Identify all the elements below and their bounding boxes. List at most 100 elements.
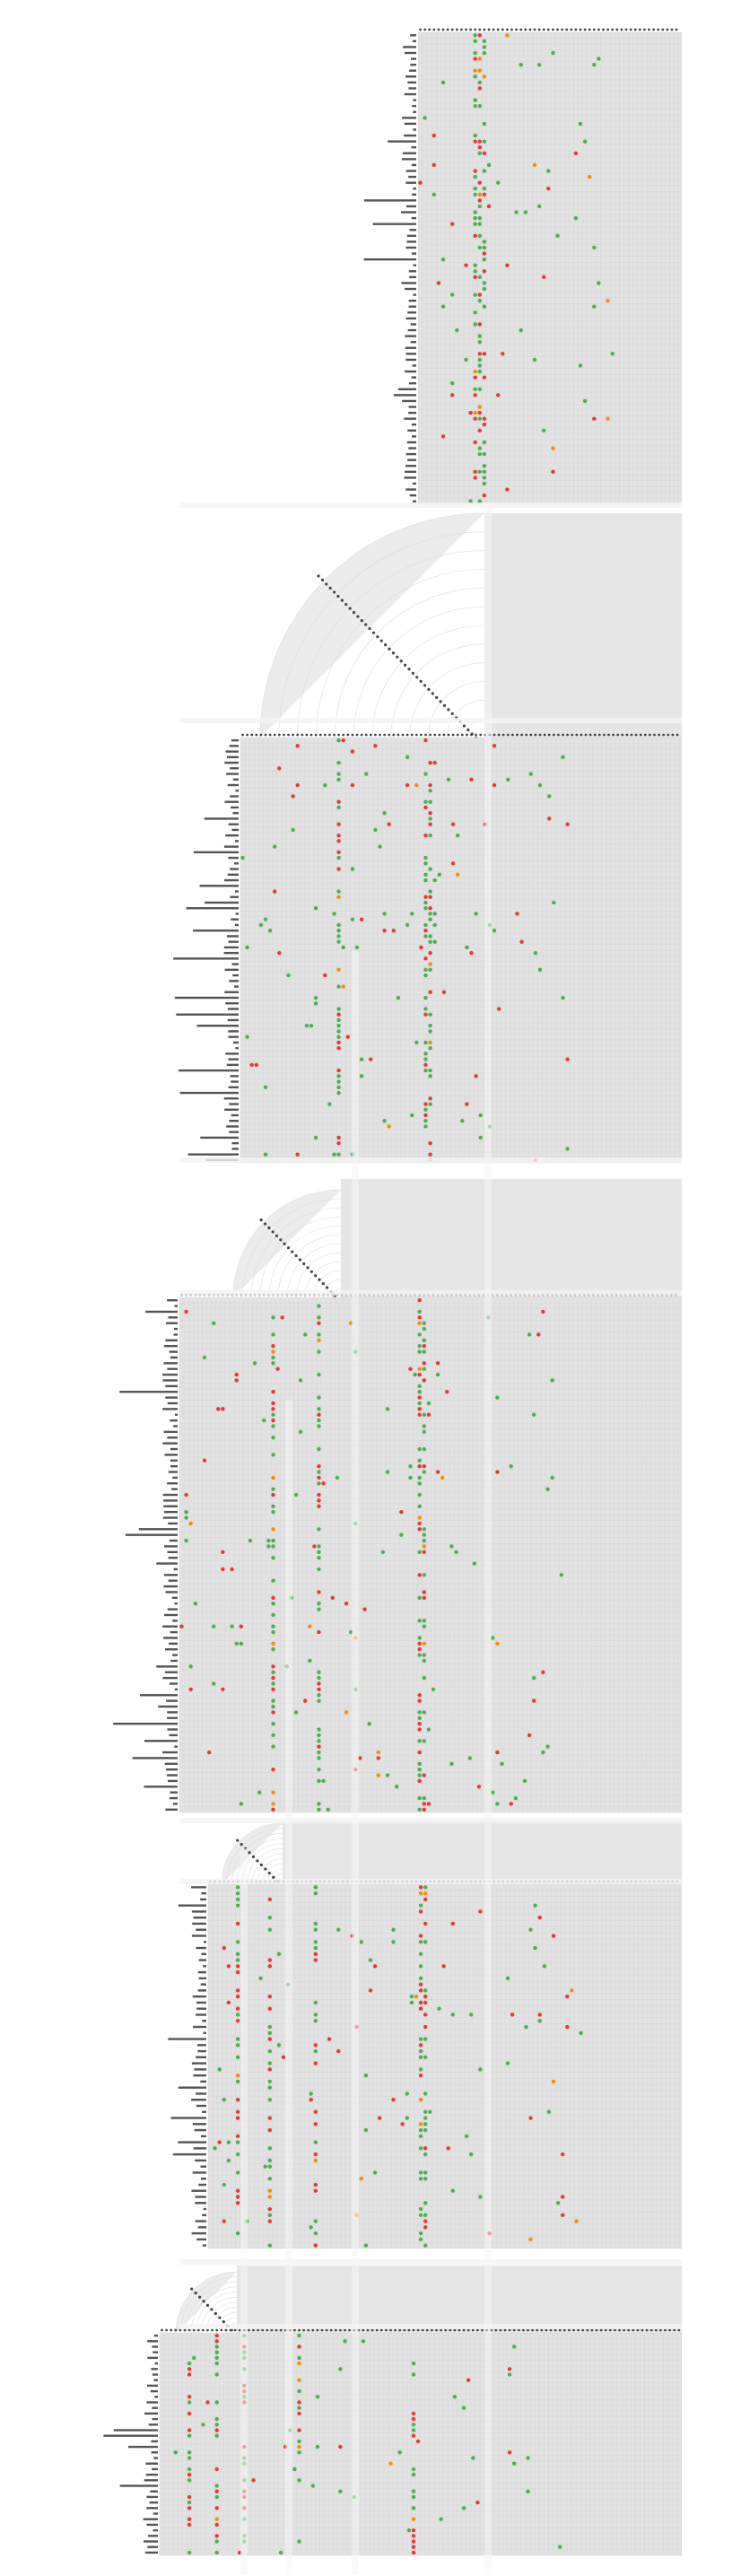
- data-point: [214, 2333, 219, 2338]
- data-point: [235, 2195, 240, 2199]
- data-point: [336, 1045, 341, 1051]
- data-point: [426, 1412, 432, 1417]
- data-point: [410, 1113, 414, 1118]
- data-point: [461, 2406, 466, 2410]
- header-point: [627, 2328, 631, 2332]
- diagonal-point: [364, 623, 368, 626]
- header-point: [298, 2328, 301, 2332]
- data-point: [477, 451, 482, 457]
- data-point: [422, 1739, 426, 1743]
- header-point: [174, 2328, 178, 2332]
- row-bar: [167, 1550, 178, 1554]
- data-point: [235, 2013, 240, 2017]
- header-point: [211, 2328, 214, 2332]
- data-point: [545, 1744, 550, 1749]
- data-point: [217, 2140, 222, 2144]
- data-point: [372, 1964, 378, 1969]
- data-point: [295, 1152, 300, 1157]
- header-point: [314, 733, 318, 737]
- row-bar: [227, 755, 239, 759]
- data-point: [411, 2539, 416, 2544]
- diagonal-point: [447, 708, 450, 712]
- row-bar: [404, 51, 416, 55]
- data-point: [317, 1504, 321, 1508]
- data-point: [418, 2170, 423, 2175]
- header-point: [511, 733, 514, 737]
- data-point: [297, 2444, 301, 2449]
- header-point: [273, 733, 276, 737]
- data-point: [230, 1624, 234, 1629]
- data-point: [277, 766, 282, 771]
- data-point: [422, 1344, 426, 1349]
- arc-ring-0-10: [447, 700, 485, 738]
- data-point: [364, 772, 369, 776]
- row-bar: [235, 790, 239, 792]
- row-bar: [411, 146, 416, 149]
- data-point: [188, 1521, 193, 1526]
- data-point: [391, 1940, 396, 1944]
- diagonal-point: [302, 1262, 306, 1266]
- data-point: [411, 2416, 416, 2422]
- header-point: [305, 733, 309, 737]
- row-bar: [202, 2020, 206, 2022]
- diagonal-point: [272, 1875, 275, 1879]
- data-point: [341, 945, 345, 950]
- data-point: [473, 310, 477, 315]
- data-point: [428, 822, 432, 826]
- row-bar: [153, 2351, 158, 2353]
- header-point: [307, 2328, 310, 2332]
- data-point: [477, 275, 482, 280]
- data-point: [491, 1790, 495, 1794]
- row-bar: [193, 1917, 206, 1919]
- data-point: [271, 1418, 275, 1423]
- row-bar: [163, 1430, 178, 1434]
- row-bar: [224, 761, 239, 764]
- data-point: [482, 304, 487, 309]
- data-point: [473, 174, 477, 179]
- data-point: [495, 1470, 500, 1474]
- data-point: [422, 1590, 426, 1594]
- data-point: [267, 2048, 272, 2054]
- data-point: [317, 1670, 321, 1674]
- header-point: [529, 733, 533, 737]
- data-point: [473, 103, 477, 109]
- row-bar: [201, 2177, 206, 2180]
- data-point: [317, 1407, 321, 1411]
- data-point: [344, 1602, 349, 1606]
- row-bar: [413, 110, 416, 113]
- data-point: [187, 2450, 192, 2455]
- data-point: [552, 900, 556, 905]
- row-bar: [193, 2074, 206, 2077]
- data-point: [422, 1595, 426, 1601]
- row-bar: [195, 2159, 206, 2162]
- data-point: [417, 1778, 422, 1784]
- data-point: [271, 1721, 275, 1726]
- data-point: [418, 2098, 423, 2102]
- header-point: [268, 733, 272, 737]
- row-bar: [119, 2484, 158, 2487]
- header-point: [583, 28, 587, 31]
- row-bar: [397, 388, 416, 390]
- data-point: [426, 1401, 432, 1406]
- data-point: [205, 2400, 210, 2405]
- row-bar: [149, 2501, 158, 2504]
- data-point: [417, 1698, 422, 1703]
- data-point: [423, 1113, 428, 1118]
- row-bar: [163, 1510, 178, 1514]
- header-point: [501, 28, 504, 31]
- data-point: [495, 1802, 500, 1806]
- header-point: [462, 2328, 466, 2332]
- header-point: [474, 28, 477, 31]
- header-point: [614, 2328, 616, 2332]
- header-point: [385, 2328, 388, 2332]
- header-point: [428, 28, 432, 31]
- data-point: [537, 782, 543, 788]
- data-point: [295, 782, 300, 788]
- diagonal-point: [214, 2311, 217, 2316]
- data-point: [267, 2006, 272, 2011]
- row-bar: [194, 2128, 206, 2132]
- header-point: [325, 2328, 328, 2332]
- row-bar: [224, 991, 239, 993]
- data-point: [267, 2206, 272, 2212]
- row-bar: [404, 417, 416, 420]
